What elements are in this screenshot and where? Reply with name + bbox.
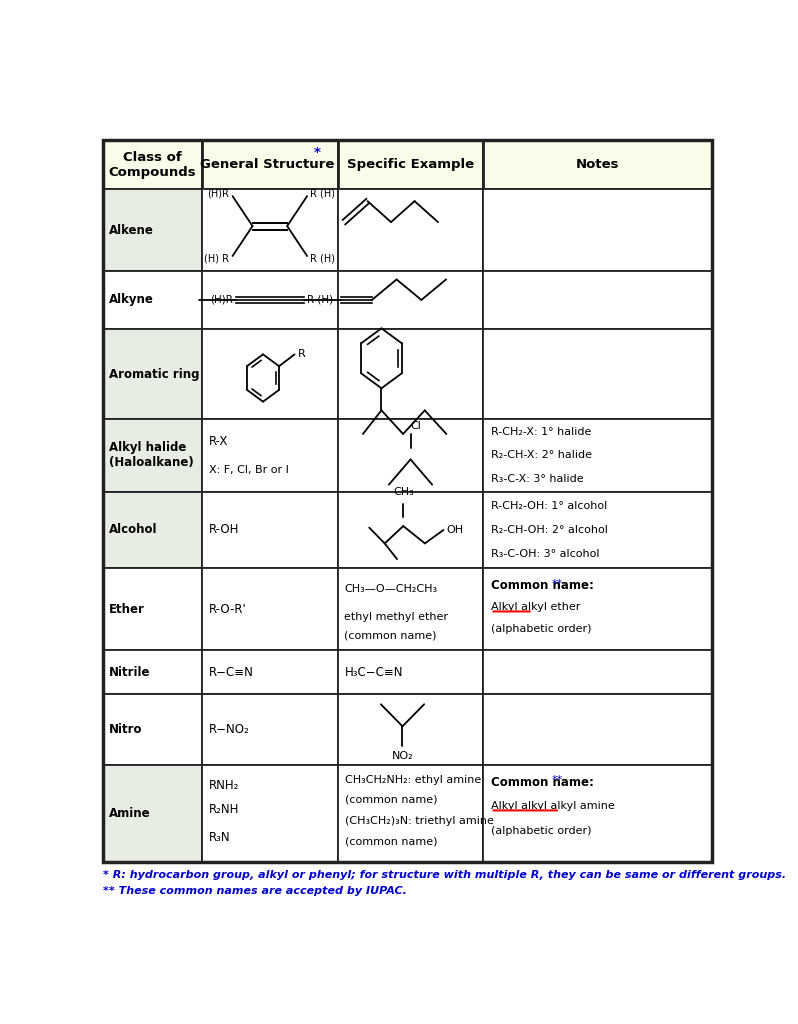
Bar: [338, 765, 483, 862]
Bar: [338, 140, 483, 189]
Bar: [338, 329, 483, 419]
Text: * R: hydrocarbon group, alkyl or phenyl; for structure with multiple R, they can: * R: hydrocarbon group, alkyl or phenyl;…: [103, 870, 786, 881]
Text: R (H): R (H): [307, 295, 333, 305]
Text: (alphabetic order): (alphabetic order): [491, 624, 591, 634]
Bar: [103, 329, 202, 419]
Text: R₂-CH-X: 2° halide: R₂-CH-X: 2° halide: [491, 451, 591, 461]
Text: ethyl methyl ether: ethyl methyl ether: [344, 612, 448, 622]
Text: Alkyl alkyl alkyl amine: Alkyl alkyl alkyl amine: [491, 801, 614, 811]
Text: R-OH: R-OH: [209, 523, 239, 537]
Bar: [484, 189, 712, 271]
Text: **: **: [551, 579, 563, 589]
Text: CH₃: CH₃: [393, 487, 413, 497]
Text: R (H): R (H): [310, 253, 335, 263]
Text: Notes: Notes: [576, 158, 619, 171]
Bar: [338, 694, 483, 765]
Text: Specific Example: Specific Example: [347, 158, 474, 171]
Bar: [484, 492, 712, 568]
Text: R-X: R-X: [209, 435, 228, 447]
Text: OH: OH: [447, 525, 464, 535]
Text: Nitro: Nitro: [109, 723, 143, 736]
Text: R: R: [298, 349, 306, 359]
Bar: [338, 271, 483, 329]
Text: Alkyl halide
(Haloalkane): Alkyl halide (Haloalkane): [109, 441, 194, 469]
Text: Aromatic ring: Aromatic ring: [109, 368, 200, 381]
Text: Alkyne: Alkyne: [109, 294, 154, 306]
Text: R₂-CH-OH: 2° alcohol: R₂-CH-OH: 2° alcohol: [491, 525, 607, 535]
Bar: [103, 492, 202, 568]
Bar: [103, 419, 202, 492]
Bar: [202, 492, 338, 568]
Text: (common name): (common name): [346, 837, 438, 846]
Bar: [202, 140, 338, 189]
Text: Ether: Ether: [109, 602, 145, 615]
Text: (common name): (common name): [344, 630, 437, 640]
Bar: [202, 568, 338, 650]
Bar: [484, 650, 712, 694]
Text: H₃C−C≡N: H₃C−C≡N: [346, 666, 404, 679]
Bar: [484, 271, 712, 329]
Text: R₂NH: R₂NH: [209, 803, 239, 816]
Bar: [202, 765, 338, 862]
Bar: [484, 140, 712, 189]
Text: Common name:: Common name:: [491, 579, 594, 592]
Bar: [484, 694, 712, 765]
Bar: [103, 765, 202, 862]
Text: RNH₂: RNH₂: [209, 779, 239, 793]
Text: (H)R: (H)R: [207, 188, 230, 199]
Text: Class of
Compounds: Class of Compounds: [109, 151, 196, 178]
Text: R₃-C-OH: 3° alcohol: R₃-C-OH: 3° alcohol: [491, 549, 599, 559]
Text: Nitrile: Nitrile: [109, 666, 151, 679]
Text: (H)R: (H)R: [210, 295, 233, 305]
Text: **: **: [551, 775, 563, 785]
Text: Alcohol: Alcohol: [109, 523, 157, 537]
Text: *: *: [314, 145, 321, 159]
Text: R₃N: R₃N: [209, 830, 231, 844]
Bar: [103, 650, 202, 694]
Text: R (H): R (H): [310, 188, 335, 199]
Bar: [202, 189, 338, 271]
Text: R−C≡N: R−C≡N: [209, 666, 254, 679]
Bar: [338, 568, 483, 650]
Text: R−NO₂: R−NO₂: [209, 723, 250, 736]
Bar: [103, 271, 202, 329]
Text: CH₃—O—CH₂CH₃: CH₃—O—CH₂CH₃: [344, 585, 437, 594]
Text: (common name): (common name): [346, 795, 438, 805]
Text: Common name:: Common name:: [491, 775, 594, 788]
Text: R-O-R': R-O-R': [209, 602, 247, 615]
Text: CH₃CH₂NH₂: ethyl amine: CH₃CH₂NH₂: ethyl amine: [346, 775, 481, 785]
Bar: [338, 189, 483, 271]
Bar: [338, 419, 483, 492]
Bar: [484, 765, 712, 862]
Bar: [484, 419, 712, 492]
Text: Amine: Amine: [109, 807, 151, 820]
Text: X: F, Cl, Br or I: X: F, Cl, Br or I: [209, 465, 289, 475]
Bar: [202, 419, 338, 492]
Bar: [484, 568, 712, 650]
Bar: [338, 650, 483, 694]
Text: (H) R: (H) R: [204, 253, 230, 263]
Text: General Structure: General Structure: [200, 158, 334, 171]
Text: R₃-C-X: 3° halide: R₃-C-X: 3° halide: [491, 474, 583, 484]
Bar: [103, 694, 202, 765]
Text: NO₂: NO₂: [392, 752, 413, 761]
Text: Alkyl alkyl ether: Alkyl alkyl ether: [491, 602, 580, 611]
Bar: [484, 329, 712, 419]
Text: ** These common names are accepted by IUPAC.: ** These common names are accepted by IU…: [103, 886, 407, 896]
Text: (alphabetic order): (alphabetic order): [491, 826, 591, 836]
Bar: [202, 694, 338, 765]
Text: R-CH₂-X: 1° halide: R-CH₂-X: 1° halide: [491, 427, 591, 437]
Bar: [103, 568, 202, 650]
Bar: [202, 271, 338, 329]
Bar: [202, 650, 338, 694]
Bar: [103, 189, 202, 271]
Bar: [338, 492, 483, 568]
Bar: [103, 140, 202, 189]
Text: R-CH₂-OH: 1° alcohol: R-CH₂-OH: 1° alcohol: [491, 502, 606, 511]
Text: Cl: Cl: [410, 421, 421, 431]
Text: Alkene: Alkene: [109, 223, 154, 237]
Bar: [202, 329, 338, 419]
Text: (CH₃CH₂)₃N: triethyl amine: (CH₃CH₂)₃N: triethyl amine: [346, 816, 494, 826]
